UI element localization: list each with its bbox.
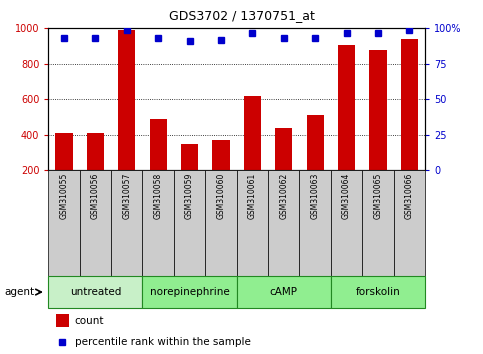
Bar (331, 170, 362, 276)
Text: GSM310066: GSM310066 (405, 173, 414, 219)
Bar (401, 39, 418, 170)
Text: GSM310058: GSM310058 (154, 173, 163, 219)
Bar (275, 128, 292, 170)
Text: norepinephrine: norepinephrine (150, 287, 229, 297)
Bar (331, 276, 425, 308)
Bar (237, 276, 331, 308)
Bar (307, 115, 324, 170)
Bar (338, 45, 355, 170)
Text: GSM310063: GSM310063 (311, 173, 320, 219)
Bar (299, 170, 331, 276)
Bar (56, 314, 69, 327)
Bar (181, 144, 198, 170)
Bar (80, 170, 111, 276)
Text: GSM310061: GSM310061 (248, 173, 257, 219)
Text: GSM310057: GSM310057 (122, 173, 131, 219)
Text: GSM310062: GSM310062 (279, 173, 288, 219)
Text: GSM310065: GSM310065 (373, 173, 383, 219)
Bar (213, 140, 229, 170)
Bar (237, 170, 268, 276)
Bar (87, 133, 104, 170)
Text: count: count (75, 316, 104, 326)
Text: GSM310059: GSM310059 (185, 173, 194, 219)
Bar (362, 170, 394, 276)
Text: percentile rank within the sample: percentile rank within the sample (75, 337, 251, 348)
Bar (369, 51, 386, 170)
Bar (142, 170, 174, 276)
Bar (118, 30, 135, 170)
Bar (174, 170, 205, 276)
Bar (142, 276, 237, 308)
Text: GSM310064: GSM310064 (342, 173, 351, 219)
Text: cAMP: cAMP (270, 287, 298, 297)
Bar (394, 170, 425, 276)
Bar (150, 119, 167, 170)
Text: agent: agent (5, 287, 35, 297)
Text: GSM310056: GSM310056 (91, 173, 100, 219)
Bar (48, 170, 80, 276)
Text: forskolin: forskolin (355, 287, 400, 297)
Text: GDS3702 / 1370751_at: GDS3702 / 1370751_at (169, 9, 314, 22)
Bar (205, 170, 237, 276)
Bar (48, 276, 142, 308)
Bar (244, 97, 261, 170)
Bar (56, 133, 72, 170)
Text: GSM310060: GSM310060 (216, 173, 226, 219)
Bar (268, 170, 299, 276)
Text: GSM310055: GSM310055 (59, 173, 69, 219)
Text: untreated: untreated (70, 287, 121, 297)
Bar (111, 170, 142, 276)
